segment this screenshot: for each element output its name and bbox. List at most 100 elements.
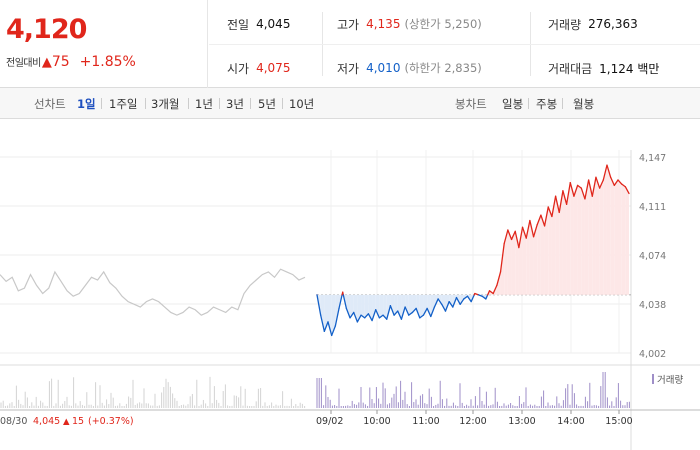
down-area <box>430 294 435 317</box>
down-area <box>416 294 420 318</box>
change-row: 전일대비 ▲ 75 +1.85% <box>6 54 136 70</box>
stat-open: 시가 4,075 <box>227 46 290 90</box>
down-line-segment <box>422 307 428 316</box>
down-line-segment <box>360 314 366 319</box>
up-line-segment <box>521 226 527 239</box>
up-line-segment <box>487 290 491 296</box>
down-line-segment <box>408 311 414 316</box>
y-tick-label: 4,002 <box>639 349 666 360</box>
down-line-segment <box>393 310 399 316</box>
down-area <box>390 294 395 316</box>
price-chart[interactable]: 4,147 4,111 4,074 4,038 4,002 08/30 4,045 ▲ 15 (… <box>0 120 700 450</box>
up-area <box>599 179 604 295</box>
period-3m-button[interactable]: 3개월 <box>151 97 180 111</box>
up-line-segment <box>554 195 560 214</box>
down-line-segment <box>419 314 425 319</box>
down-area <box>320 294 325 332</box>
down-line-segment <box>338 294 343 310</box>
stat-volume: 거래량 276,363 <box>548 2 638 46</box>
x-tick-label: 10:00 <box>363 416 390 427</box>
prev-day-line <box>0 268 306 316</box>
down-area <box>328 294 332 336</box>
prev-day-close: 4,045 <box>33 416 60 427</box>
toolbar-divider <box>101 98 102 109</box>
up-line-segment <box>613 179 619 187</box>
candle-monthly-button[interactable]: 월봉 <box>573 97 595 111</box>
up-line-segment <box>584 179 590 200</box>
down-area <box>419 294 424 318</box>
x-tick-label: 14:00 <box>557 416 584 427</box>
down-line-segment <box>316 294 322 316</box>
change-rate: +1.85% <box>79 54 136 70</box>
down-area <box>383 294 387 320</box>
down-area <box>449 294 453 308</box>
down-line-segment <box>463 295 469 300</box>
up-line-segment <box>602 164 608 181</box>
up-area <box>562 190 567 295</box>
up-area <box>555 196 560 295</box>
toolbar-divider <box>145 98 146 109</box>
x-tick-label: 09/02 <box>316 416 343 427</box>
up-line-segment <box>474 292 480 296</box>
up-line-segment <box>598 179 604 189</box>
period-1w-button[interactable]: 1주일 <box>109 97 138 111</box>
up-line-segment <box>558 190 564 214</box>
prev-day-date: 08/30 <box>0 416 27 427</box>
toolbar-divider <box>250 98 251 109</box>
x-tick-label: 12:00 <box>459 416 486 427</box>
down-area <box>423 294 428 316</box>
change-label: 전일대비 <box>6 58 41 69</box>
down-area <box>364 294 369 318</box>
down-line-segment <box>411 307 417 314</box>
period-1y-button[interactable]: 1년 <box>195 97 213 111</box>
down-area <box>350 294 354 318</box>
down-line-segment <box>356 314 362 323</box>
stat-amount: 거래대금 1,124 백만 <box>548 46 659 90</box>
up-area <box>544 207 549 295</box>
x-tick-label: 11:00 <box>412 416 439 427</box>
period-5y-button[interactable]: 5년 <box>258 97 276 111</box>
up-area <box>515 231 519 295</box>
legend-swatch <box>652 374 654 384</box>
price-summary: 4,120 전일대비 ▲ 75 +1.85% <box>0 0 208 88</box>
up-line-segment <box>562 190 568 205</box>
candle-daily-button[interactable]: 일봉 <box>502 97 524 111</box>
period-1d-button[interactable]: 1일 <box>77 97 96 111</box>
chart-lines <box>0 164 630 337</box>
toolbar-divider <box>282 98 283 109</box>
down-line-segment <box>382 314 388 320</box>
period-10y-button[interactable]: 10년 <box>289 97 315 111</box>
up-area <box>511 231 516 295</box>
down-area <box>375 294 380 318</box>
down-line-segment <box>371 309 377 322</box>
up-area <box>614 179 618 295</box>
up-line-segment <box>514 230 520 249</box>
stat-low: 저가 4,010 (하한가 2,835) <box>337 46 482 90</box>
period-3y-button[interactable]: 3년 <box>226 97 244 111</box>
up-area <box>595 177 600 295</box>
legend-label: 거래량 <box>657 374 683 386</box>
up-line-segment <box>525 219 531 239</box>
up-line-segment <box>499 242 505 273</box>
up-area <box>566 182 571 295</box>
stat-label: 거래대금 <box>548 61 593 76</box>
up-area <box>504 229 508 295</box>
down-line-segment <box>415 307 421 319</box>
up-area <box>526 220 530 295</box>
up-area <box>551 196 556 295</box>
down-area <box>357 294 362 322</box>
up-area <box>577 185 582 295</box>
toolbar-divider <box>562 98 563 109</box>
up-area <box>522 227 527 295</box>
x-axis: 08/30 4,045 ▲ 15 (+0.37%) 09/02 10:00 11:00 12:0… <box>0 410 633 427</box>
candle-weekly-button[interactable]: 주봉 <box>536 97 558 111</box>
down-line-segment <box>448 300 454 308</box>
down-line-segment <box>485 294 489 300</box>
down-line-segment <box>426 307 432 318</box>
up-line-segment <box>565 182 571 205</box>
down-area <box>405 294 409 316</box>
stat-label: 저가 <box>337 61 360 76</box>
down-area <box>379 294 384 318</box>
lower-limit: (하한가 2,835) <box>404 61 482 75</box>
up-line-segment <box>518 226 524 249</box>
